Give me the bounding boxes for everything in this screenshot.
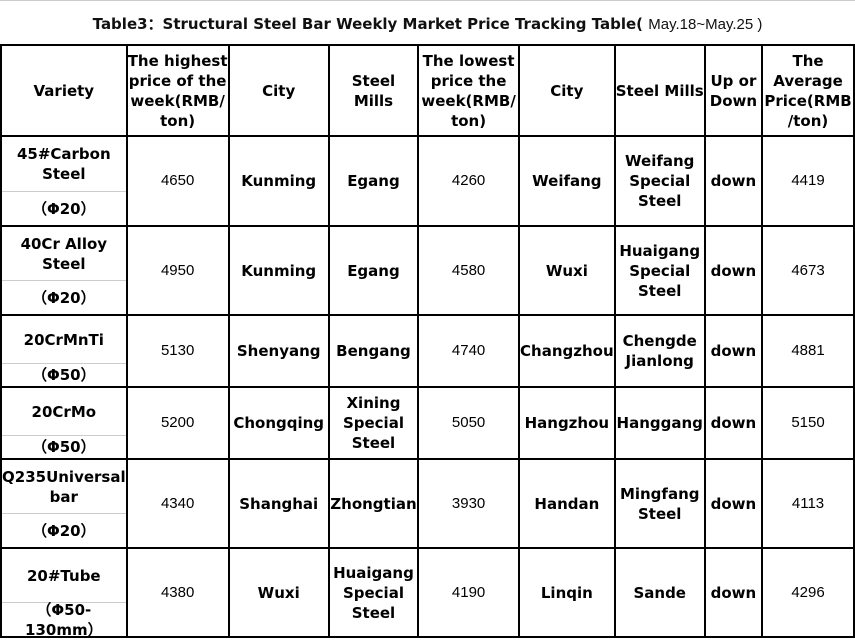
variety-spec: （Φ20） bbox=[31, 521, 96, 540]
high-city-cell: Kunming bbox=[227, 225, 330, 316]
variety-name: 20CrMo bbox=[2, 388, 126, 436]
variety-name: 45#Carbon Steel bbox=[2, 137, 126, 192]
price-table: Variety The highest price of the week(RMB… bbox=[0, 44, 855, 639]
variety-cell: 20CrMnTi （Φ50） bbox=[0, 314, 128, 388]
low-mill-cell: Hanggang bbox=[613, 386, 706, 460]
low-mill-cell: Huaigang Special Steel bbox=[613, 225, 706, 316]
variety-spec: （Φ50） bbox=[31, 366, 96, 384]
variety-cell: Q235Universal bar （Φ20） bbox=[0, 458, 128, 549]
high-mill-cell: Huaigang Special Steel bbox=[327, 547, 420, 638]
variety-cell: 40Cr Alloy Steel （Φ20） bbox=[0, 225, 128, 316]
trend-cell: down bbox=[703, 314, 764, 388]
low-cell: 4740 bbox=[417, 314, 521, 388]
column-header: Steel Mills bbox=[327, 44, 420, 137]
high-cell: 4650 bbox=[125, 135, 230, 227]
top-gridline bbox=[0, 0, 855, 3]
low-city-cell: Wuxi bbox=[518, 225, 616, 316]
table-title: Table3：Structural Steel Bar Weekly Marke… bbox=[0, 0, 855, 44]
avg-cell: 4113 bbox=[761, 458, 855, 549]
high-mill-cell: Bengang bbox=[327, 314, 420, 388]
avg-cell: 4296 bbox=[761, 547, 855, 638]
low-city-cell: Handan bbox=[518, 458, 616, 549]
high-city-cell: Kunming bbox=[227, 135, 330, 227]
high-city-cell: Shenyang bbox=[227, 314, 330, 388]
title-dates: May.18~May.25 ) bbox=[648, 16, 763, 33]
low-cell: 3930 bbox=[417, 458, 521, 549]
column-header: City bbox=[227, 44, 330, 137]
trend-cell: down bbox=[703, 386, 764, 460]
high-mill-cell: Xining Special Steel bbox=[327, 386, 420, 460]
variety-spec: （Φ50） bbox=[31, 438, 96, 456]
high-cell: 5200 bbox=[125, 386, 230, 460]
column-header: The Average Price(RMB /ton) bbox=[761, 44, 855, 137]
variety-spec: （Φ20） bbox=[31, 199, 96, 218]
low-cell: 4260 bbox=[417, 135, 521, 227]
high-city-cell: Shanghai bbox=[227, 458, 330, 549]
variety-name: Q235Universal bar bbox=[2, 460, 126, 514]
variety-name: 20CrMnTi bbox=[2, 316, 126, 364]
table-row: 20#Tube （Φ50-130mm） 4380 Wuxi Huaigang Speci… bbox=[0, 547, 855, 639]
low-cell: 4580 bbox=[417, 225, 521, 316]
low-mill-cell: Sande bbox=[613, 547, 706, 638]
column-header: Up or Down bbox=[703, 44, 764, 137]
trend-cell: down bbox=[703, 547, 764, 638]
variety-cell: 20CrMo （Φ50） bbox=[0, 386, 128, 460]
high-mill-cell: Egang bbox=[327, 135, 420, 227]
low-city-cell: Weifang bbox=[518, 135, 616, 227]
high-city-cell: Chongqing bbox=[227, 386, 330, 460]
high-city-cell: Wuxi bbox=[227, 547, 330, 638]
avg-cell: 5150 bbox=[761, 386, 855, 460]
trend-cell: down bbox=[703, 225, 764, 316]
column-header: Variety bbox=[0, 44, 128, 137]
column-header: City bbox=[518, 44, 616, 137]
low-cell: 4190 bbox=[417, 547, 521, 638]
table-row: 20CrMo （Φ50） 5200 Chongqing Xining Special S… bbox=[0, 386, 855, 460]
low-mill-cell: Chengde Jianlong bbox=[613, 314, 706, 388]
column-header: The lowest price the week(RMB/ ton) bbox=[417, 44, 521, 137]
trend-cell: down bbox=[703, 458, 764, 549]
variety-cell: 45#Carbon Steel （Φ20） bbox=[0, 135, 128, 227]
high-cell: 4950 bbox=[125, 225, 230, 316]
avg-cell: 4419 bbox=[761, 135, 855, 227]
high-mill-cell: Egang bbox=[327, 225, 420, 316]
high-cell: 4380 bbox=[125, 547, 230, 638]
low-city-cell: Changzhou bbox=[518, 314, 616, 388]
avg-cell: 4881 bbox=[761, 314, 855, 388]
variety-name: 40Cr Alloy Steel bbox=[2, 227, 126, 281]
column-header: The highest price of the week(RMB/ ton) bbox=[125, 44, 230, 137]
variety-cell: 20#Tube （Φ50-130mm） bbox=[0, 547, 128, 639]
high-cell: 4340 bbox=[125, 458, 230, 549]
low-cell: 5050 bbox=[417, 386, 521, 460]
high-mill-cell: Zhongtian bbox=[327, 458, 420, 549]
low-city-cell: Linqin bbox=[518, 547, 616, 638]
variety-spec: （Φ20） bbox=[31, 288, 96, 307]
high-cell: 5130 bbox=[125, 314, 230, 388]
variety-spec: （Φ50-130mm） bbox=[25, 600, 103, 639]
low-city-cell: Hangzhou bbox=[518, 386, 616, 460]
trend-cell: down bbox=[703, 135, 764, 227]
table-row: 40Cr Alloy Steel （Φ20） 4950 Kunming Egang 458… bbox=[0, 225, 855, 316]
avg-cell: 4673 bbox=[761, 225, 855, 316]
table-row: Q235Universal bar （Φ20） 4340 Shanghai Zhongt… bbox=[0, 458, 855, 549]
variety-name: 20#Tube bbox=[2, 549, 126, 603]
low-mill-cell: Mingfang Steel bbox=[613, 458, 706, 549]
column-header: Steel Mills bbox=[613, 44, 706, 137]
table-row: 20CrMnTi （Φ50） 5130 Shenyang Bengang 4740 Chan… bbox=[0, 314, 855, 388]
low-mill-cell: Weifang Special Steel bbox=[613, 135, 706, 227]
table-row: 45#Carbon Steel （Φ20） 4650 Kunming Egang 4260… bbox=[0, 135, 855, 227]
title-text: Table3：Structural Steel Bar Weekly Marke… bbox=[92, 15, 644, 33]
header-row: Variety The highest price of the week(RMB… bbox=[0, 44, 855, 137]
